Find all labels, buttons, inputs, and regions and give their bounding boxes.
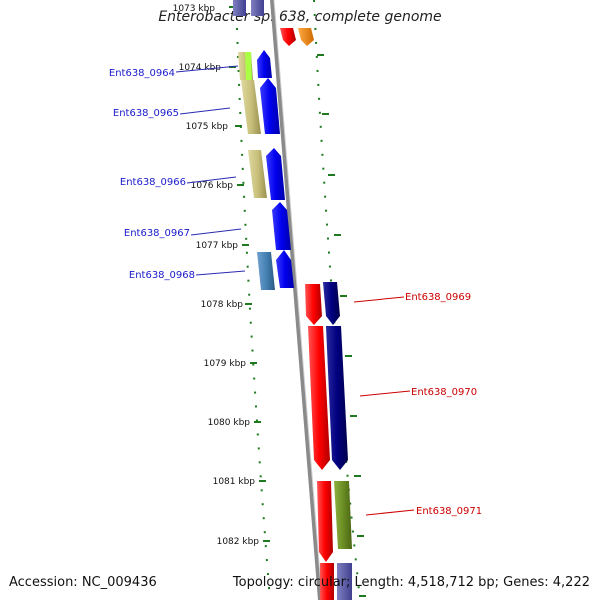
kbp-label: 1076 kbp — [191, 181, 234, 191]
gene-feature-bottom[interactable] — [320, 563, 352, 600]
gene-label[interactable]: Ent638_0966 — [120, 177, 186, 188]
map-title: Enterobacter sp. 638, complete genome — [158, 9, 442, 25]
label-leader-lines — [175, 65, 246, 276]
gene-feature[interactable] — [248, 148, 285, 200]
kbp-label: 1081 kbp — [213, 477, 256, 487]
gene-feature[interactable] — [238, 50, 272, 80]
outer-dotted-guide — [313, 0, 361, 600]
gene-label[interactable]: Ent638_0970 — [411, 387, 477, 398]
gene-label[interactable]: Ent638_0971 — [416, 506, 482, 517]
gene-feature[interactable] — [305, 282, 340, 325]
genome-backbone — [270, 0, 322, 600]
gene-feature[interactable] — [272, 202, 291, 250]
gene-feature[interactable] — [257, 250, 294, 290]
kbp-label: 1077 kbp — [196, 241, 239, 251]
gene-feature[interactable] — [308, 326, 348, 470]
label-leader-lines-plus — [353, 296, 415, 516]
gene-feature[interactable] — [241, 78, 280, 134]
gene-feature[interactable] — [317, 481, 352, 562]
gene-label[interactable]: Ent638_0968 — [129, 270, 195, 281]
gene-label[interactable]: Ent638_0969 — [405, 292, 471, 303]
gene-feature-top[interactable] — [233, 0, 314, 46]
kbp-label: 1075 kbp — [186, 122, 229, 132]
gene-label[interactable]: Ent638_0967 — [124, 228, 190, 239]
topology-text: Topology: circular; Length: 4,518,712 bp… — [232, 575, 590, 590]
outer-tick-marks — [317, 54, 366, 597]
accession-text: Accession: NC_009436 — [9, 575, 157, 590]
kbp-label: 1082 kbp — [217, 537, 260, 547]
kbp-label: 1079 kbp — [204, 359, 247, 369]
kbp-label: 1073 kbp — [173, 4, 216, 14]
inner-dotted-guide — [235, 0, 271, 600]
kbp-label: 1074 kbp — [179, 63, 222, 73]
gene-label[interactable]: Ent638_0965 — [113, 108, 179, 119]
gene-label[interactable]: Ent638_0964 — [109, 68, 175, 79]
kbp-label: 1080 kbp — [208, 418, 251, 428]
kbp-label: 1078 kbp — [201, 300, 244, 310]
